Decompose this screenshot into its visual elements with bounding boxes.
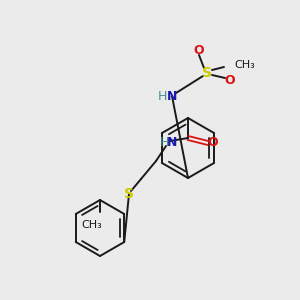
Text: CH₃: CH₃ (234, 60, 255, 70)
Text: S: S (202, 66, 212, 80)
Text: N: N (167, 136, 177, 149)
Text: CH₃: CH₃ (82, 220, 102, 230)
Text: O: O (194, 44, 204, 56)
Text: H: H (157, 91, 167, 103)
Text: S: S (124, 187, 134, 201)
Text: H: H (159, 136, 169, 149)
Text: O: O (208, 136, 218, 149)
Text: O: O (225, 74, 235, 86)
Text: N: N (167, 91, 177, 103)
